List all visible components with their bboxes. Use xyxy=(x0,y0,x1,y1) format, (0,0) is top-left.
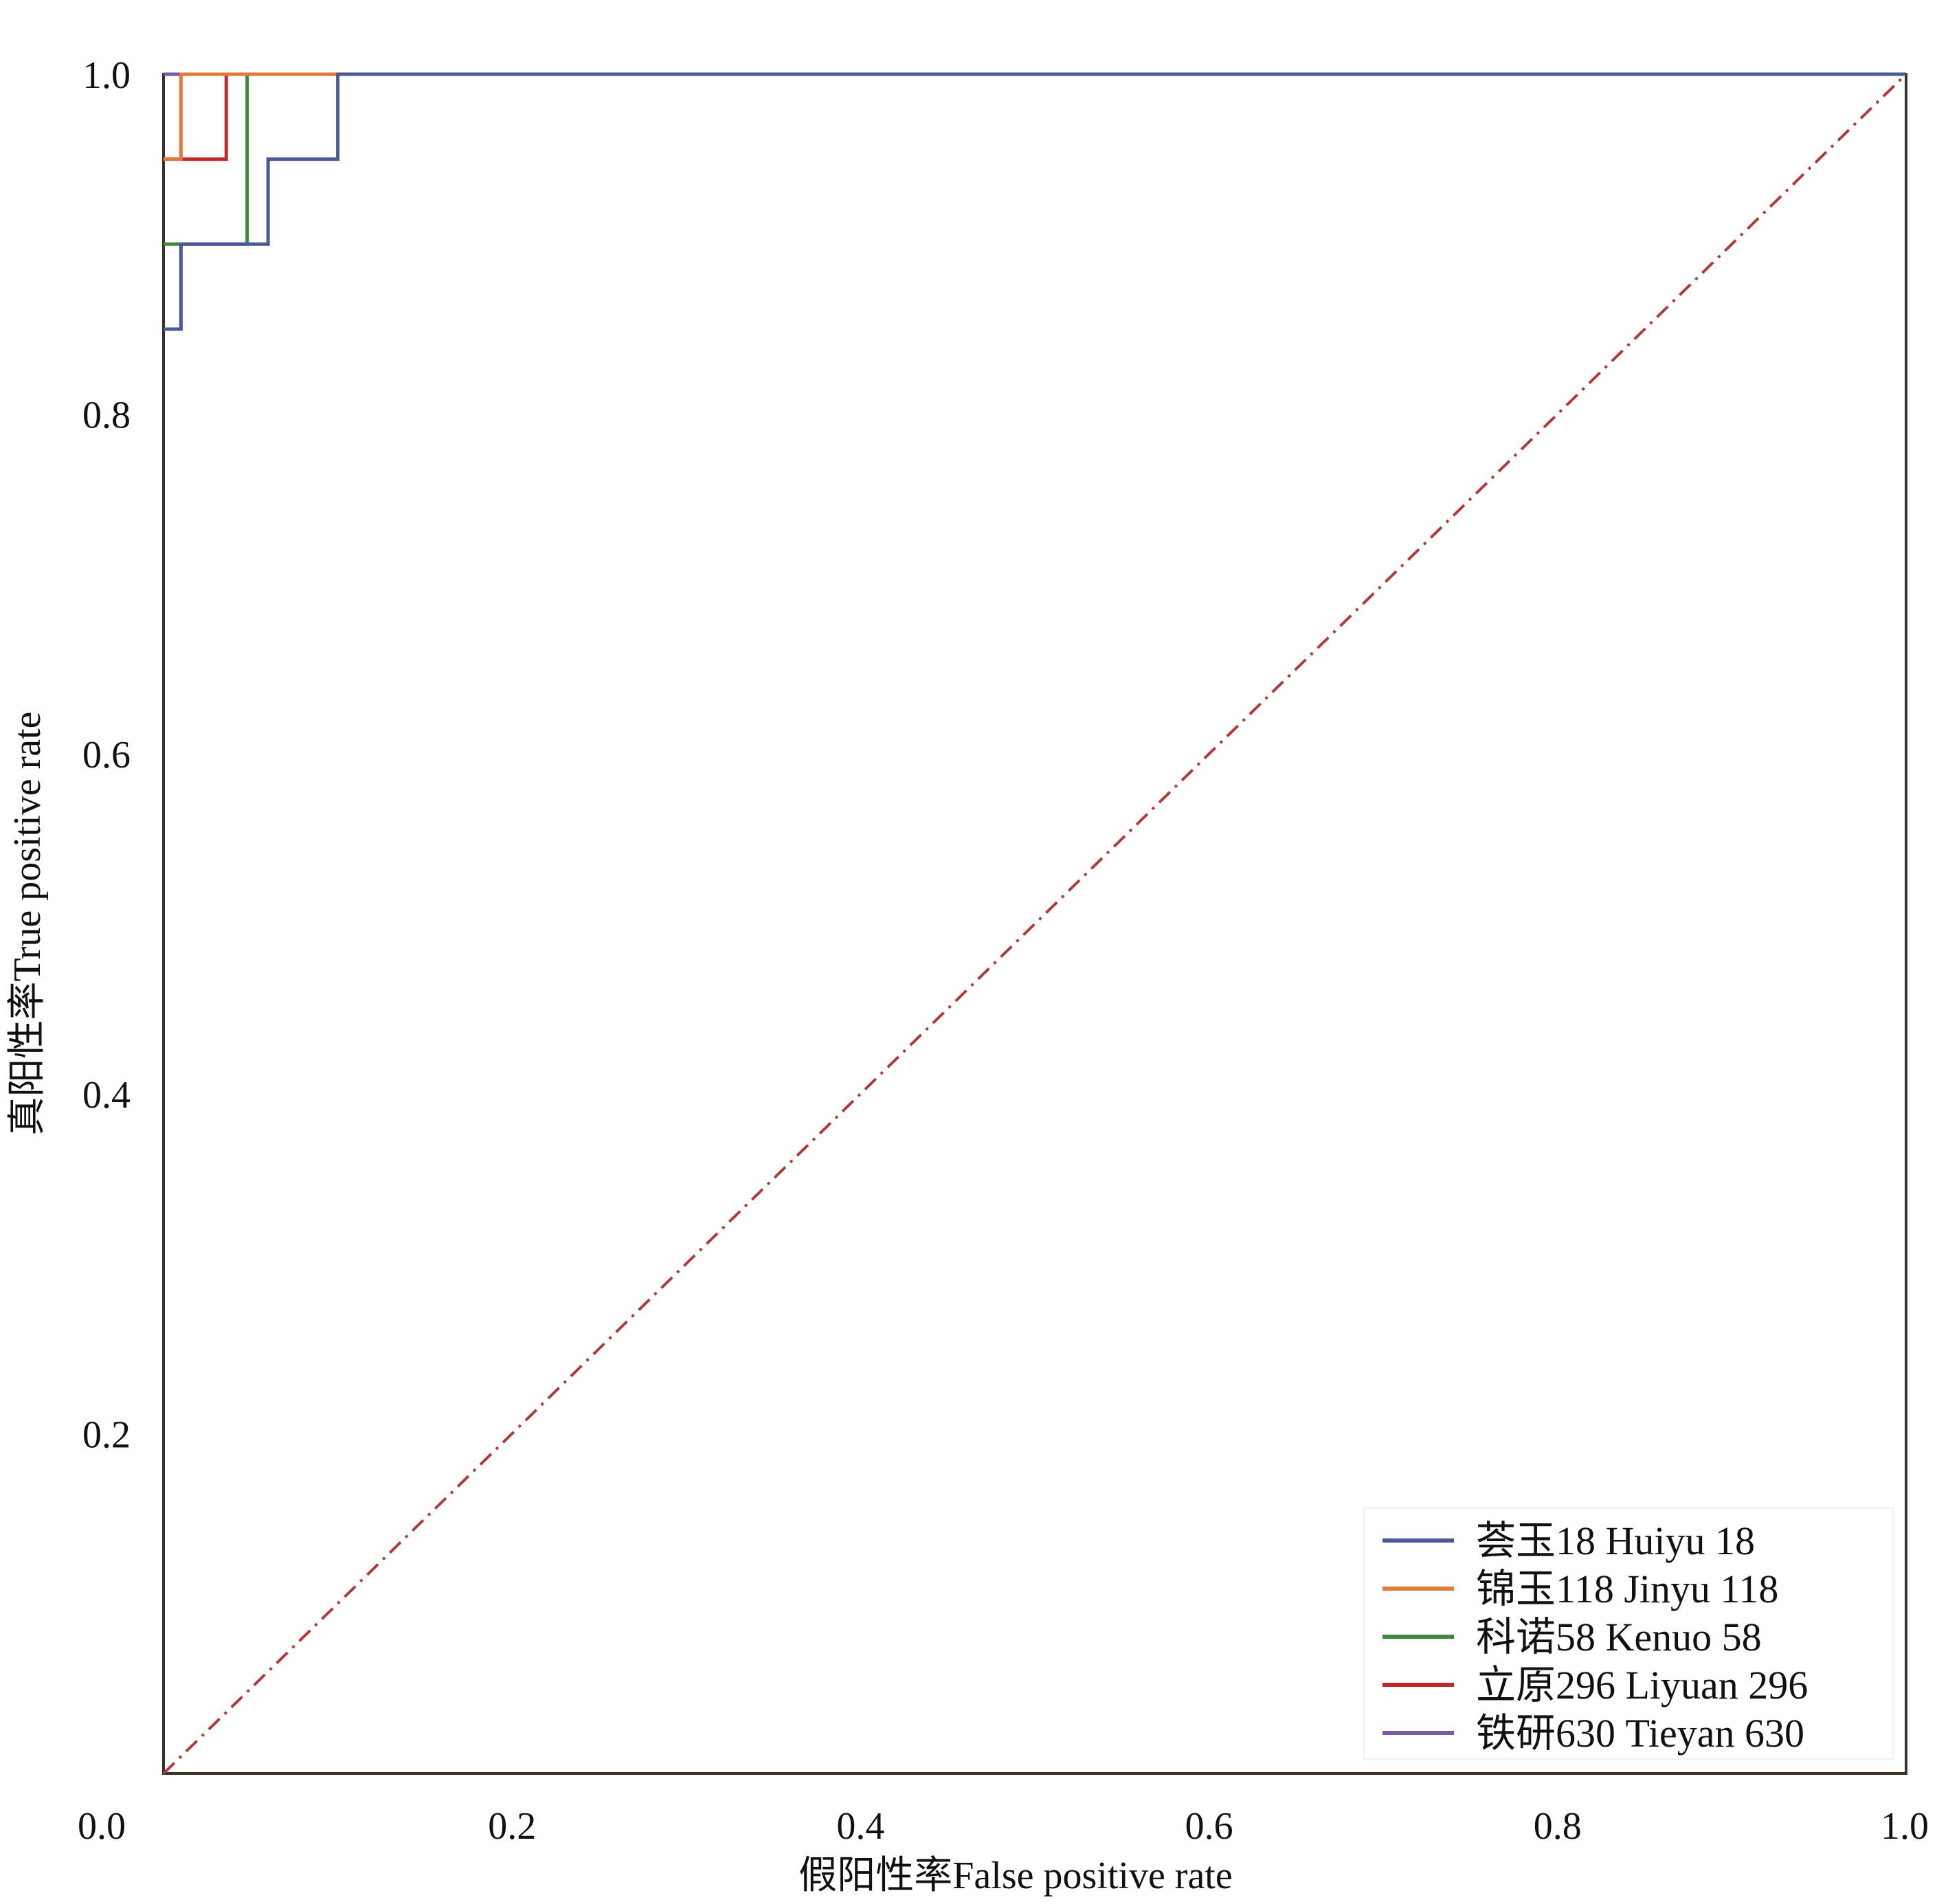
x-tick-label: 0.0 xyxy=(78,1805,126,1848)
y-tick-label: 0.4 xyxy=(82,1074,131,1117)
reference-diagonal-line xyxy=(162,73,1907,1775)
legend-box xyxy=(1363,1508,1894,1760)
series-line-0 xyxy=(164,72,1906,331)
reference-line-layer xyxy=(162,73,1907,1775)
y-tick-label: 0.8 xyxy=(82,394,131,437)
y-tick-label: 0.6 xyxy=(82,734,131,776)
y-tick-label: 0.2 xyxy=(82,1413,131,1456)
y-tick-label: 1.0 xyxy=(82,54,131,97)
legend-label-1: 锦玉118 Jinyu 118 xyxy=(1476,1567,1778,1611)
y-tick-labels: 0.2 0.4 0.6 0.8 1.0 xyxy=(82,54,131,1456)
x-tick-labels: 0.0 0.2 0.4 0.6 0.8 1.0 xyxy=(78,1805,1929,1848)
x-tick-label: 0.8 xyxy=(1534,1805,1582,1848)
series-layer xyxy=(164,72,1906,331)
legend-label-4: 铁研630 Tieyan 630 xyxy=(1476,1711,1804,1756)
legend-label-0: 荟玉18 Huiyu 18 xyxy=(1476,1519,1755,1563)
x-tick-label: 0.6 xyxy=(1185,1805,1233,1848)
y-axis-label: 真阳性率True positive rate xyxy=(6,712,49,1136)
x-tick-label: 0.4 xyxy=(836,1805,884,1848)
legend-label-2: 科诺58 Kenuo 58 xyxy=(1476,1615,1762,1659)
legend-label-3: 立原296 Liyuan 296 xyxy=(1476,1663,1808,1707)
x-tick-label: 1.0 xyxy=(1881,1805,1929,1848)
x-tick-label: 0.2 xyxy=(488,1805,536,1848)
x-axis-label: 假阳性率False positive rate xyxy=(798,1855,1232,1897)
